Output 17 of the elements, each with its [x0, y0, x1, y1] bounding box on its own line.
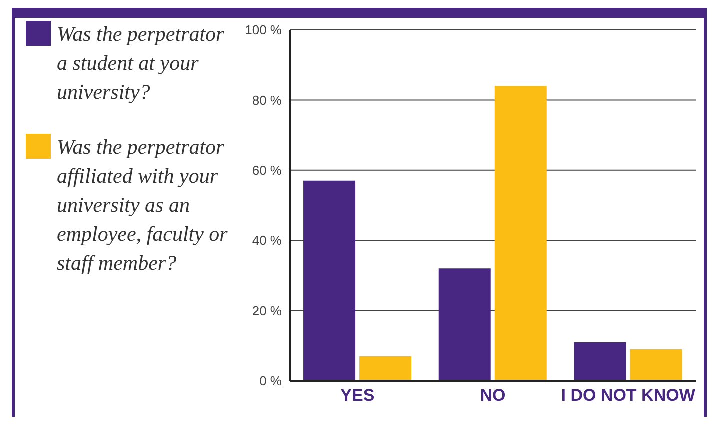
x-tick-label: I DO NOT KNOW — [561, 386, 696, 406]
y-tick-label: 40 % — [252, 233, 282, 248]
bar — [494, 86, 547, 381]
y-tick-label: 20 % — [252, 303, 282, 318]
x-tick-label: NO — [480, 386, 506, 406]
y-tick-label: 0 % — [260, 374, 282, 389]
y-tick-label: 80 % — [252, 92, 282, 108]
bar — [630, 349, 682, 381]
bar — [360, 356, 412, 381]
bar — [304, 180, 356, 381]
legend-label: Was the perpetrator affiliated with your university as an employee, faculty or staff member? — [57, 134, 229, 277]
x-tick-label: YES — [340, 386, 375, 406]
legend-label: Was the perpetrator a student at your university? — [57, 21, 226, 106]
bar — [574, 342, 626, 381]
y-tick-label: 100 % — [245, 22, 282, 38]
bar — [438, 268, 491, 381]
y-tick-label: 60 % — [252, 163, 282, 178]
